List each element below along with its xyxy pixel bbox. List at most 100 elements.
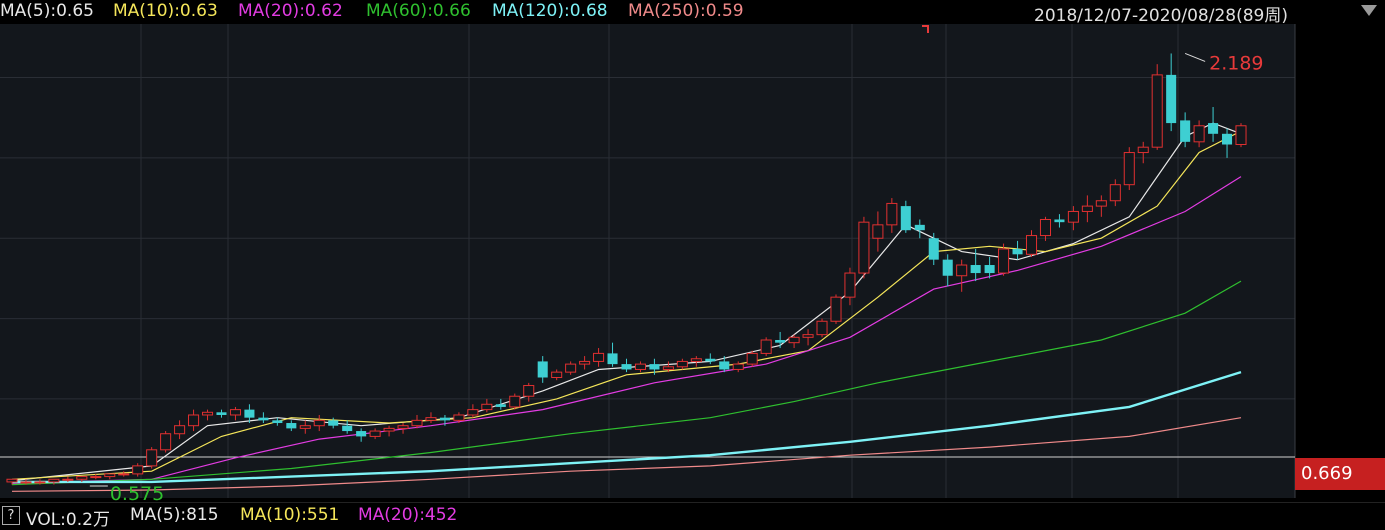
vol-ma5-label: MA(5):815 bbox=[130, 505, 219, 525]
candle-body-up bbox=[579, 360, 591, 365]
candle-body-up bbox=[299, 425, 311, 429]
candle-body-down bbox=[356, 431, 367, 437]
candle-body-up bbox=[118, 473, 130, 476]
candle-body-up bbox=[104, 473, 116, 478]
candle-body-up bbox=[760, 339, 772, 354]
vol-ma10-label: MA(10):551 bbox=[240, 505, 340, 525]
candle-body-up bbox=[816, 320, 828, 336]
candle-body-up bbox=[565, 363, 577, 373]
candle-body-up bbox=[844, 272, 856, 298]
candle-body-up bbox=[593, 352, 605, 362]
candle-body-up bbox=[830, 296, 842, 322]
candle-body-up bbox=[802, 334, 814, 338]
max-pointer bbox=[1184, 52, 1206, 62]
ma-line-ma250 bbox=[11, 417, 1242, 492]
dropdown-arrow-icon[interactable] bbox=[1361, 5, 1377, 16]
candle-body-up bbox=[1095, 200, 1107, 207]
min-annotation: 0.575 bbox=[110, 483, 164, 502]
ma-line-ma20 bbox=[11, 176, 1242, 484]
y-axis-panel bbox=[1295, 24, 1385, 502]
candle-body-up bbox=[676, 360, 688, 368]
candle-body-up bbox=[956, 264, 968, 277]
candle-body-up bbox=[369, 430, 381, 437]
candle-body-up bbox=[872, 224, 884, 239]
candle-body-up bbox=[746, 352, 758, 365]
candle-body-up bbox=[48, 478, 60, 483]
candle-body-up bbox=[397, 425, 409, 429]
candle-body-down bbox=[286, 423, 297, 429]
candle-body-up bbox=[690, 358, 702, 362]
max-annotation: 2.189 bbox=[1209, 52, 1263, 74]
candle-body-up bbox=[383, 427, 395, 432]
candle-body-up bbox=[313, 419, 325, 427]
ma10-label: MA(10):0.63 bbox=[113, 1, 218, 21]
candle-body-down bbox=[900, 206, 911, 231]
ma-legend-bar: MA(5):0.65 MA(10):0.63 MA(20):0.62 MA(60… bbox=[0, 0, 1385, 26]
candle-body-down bbox=[439, 417, 450, 421]
ma5-label: MA(5):0.65 bbox=[0, 1, 94, 21]
candle-body-down bbox=[216, 412, 227, 415]
candle-body-down bbox=[1054, 219, 1065, 223]
ma-line-ma120 bbox=[12, 370, 1242, 484]
candle-body-up bbox=[858, 221, 870, 274]
candle-body-down bbox=[775, 340, 786, 343]
candle-body-up bbox=[453, 414, 465, 421]
candle-body-up bbox=[1151, 74, 1163, 148]
candle-body-up bbox=[509, 395, 521, 408]
candle-body-up bbox=[411, 419, 423, 427]
plot-background bbox=[0, 24, 1295, 498]
candle-body-up bbox=[1235, 125, 1247, 146]
ma60-label: MA(60):0.66 bbox=[366, 1, 471, 21]
date-range[interactable]: 2018/12/07-2020/08/28(89周) bbox=[1034, 6, 1288, 26]
candle-body-up bbox=[1193, 125, 1205, 143]
candle-body-down bbox=[258, 417, 269, 421]
candle-body-up bbox=[188, 414, 200, 427]
candle-body-up bbox=[1109, 184, 1121, 202]
ma20-label: MA(20):0.62 bbox=[238, 1, 343, 21]
candle-body-down bbox=[705, 358, 716, 362]
volume-legend-bar: ? VOL:0.2万 MA(5):815 MA(10):551 MA(20):4… bbox=[0, 502, 1385, 530]
candle-body-down bbox=[495, 404, 506, 407]
candle-body-up bbox=[1081, 205, 1093, 212]
candle-body-up bbox=[481, 403, 493, 411]
candle-body-down bbox=[244, 409, 255, 418]
candle-body-down bbox=[328, 420, 339, 426]
candle-body-down bbox=[719, 361, 730, 370]
candle-body-down bbox=[942, 259, 953, 276]
candle-body-up bbox=[174, 425, 186, 435]
candle-body-up bbox=[523, 385, 535, 397]
ma-line-ma60 bbox=[11, 280, 1242, 486]
candle-body-up bbox=[34, 481, 46, 484]
candle-body-down bbox=[1012, 248, 1023, 255]
candle-body-down bbox=[621, 364, 632, 370]
candle-body-up bbox=[76, 476, 88, 480]
ma250-label: MA(250):0.59 bbox=[628, 1, 744, 21]
candle-body-down bbox=[1208, 123, 1219, 134]
candle-body-up bbox=[229, 409, 241, 416]
help-icon[interactable]: ? bbox=[2, 506, 20, 525]
candle-body-up bbox=[1123, 152, 1135, 186]
candle-body-up bbox=[1137, 146, 1149, 154]
candle-body-up bbox=[160, 433, 172, 451]
candle-body-down bbox=[1166, 74, 1177, 124]
candle-body-down bbox=[342, 425, 353, 432]
marker-icon bbox=[922, 25, 929, 33]
current-price-label: 0.669 bbox=[1295, 458, 1385, 490]
vol-label: VOL:0.2万 bbox=[26, 510, 110, 530]
candle-body-up bbox=[1039, 218, 1052, 237]
candle-body-up bbox=[662, 366, 674, 370]
candle-body-down bbox=[607, 353, 618, 365]
candle-body-down bbox=[970, 265, 981, 274]
candle-body-up bbox=[1067, 210, 1079, 223]
candle-body-up bbox=[886, 202, 898, 226]
candle-body-up bbox=[132, 465, 144, 475]
candle-body-up bbox=[551, 371, 563, 378]
candle-body-up bbox=[425, 417, 437, 421]
candle-body-up bbox=[20, 481, 32, 484]
candle-body-up bbox=[62, 478, 74, 481]
candle-body-down bbox=[272, 420, 283, 424]
candle-body-up bbox=[1025, 235, 1038, 255]
ma120-label: MA(120):0.68 bbox=[492, 1, 608, 21]
candle-body-up bbox=[6, 478, 18, 483]
